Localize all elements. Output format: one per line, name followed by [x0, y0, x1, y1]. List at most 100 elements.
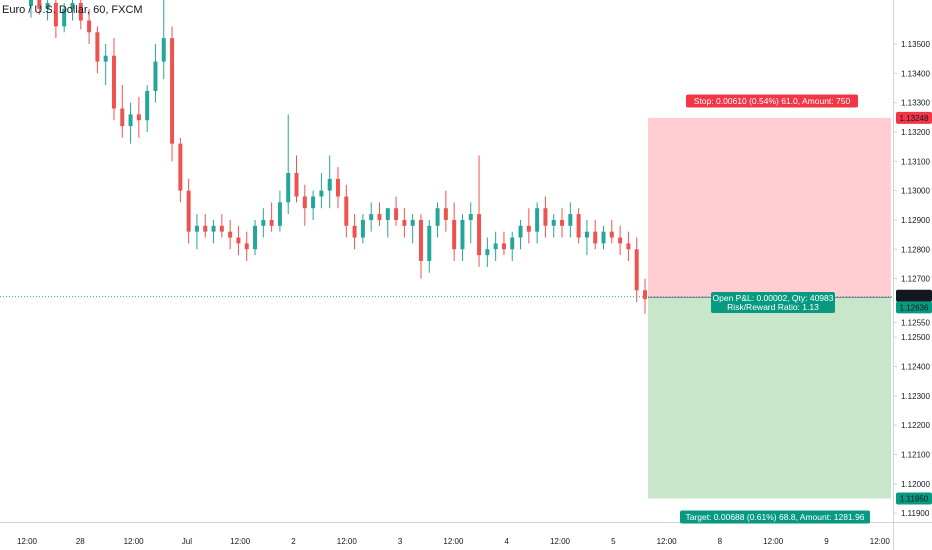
candle-body	[153, 61, 158, 91]
chart-title: Euro / U.S. Dollar, 60, FXCM	[2, 4, 143, 16]
candle	[618, 225, 623, 256]
pnl-label-bg	[711, 292, 835, 313]
target-price-tag: 1.11950	[896, 492, 932, 505]
candle-body	[643, 290, 647, 300]
candle	[560, 208, 565, 238]
target-zone	[648, 297, 891, 499]
stop-price-tag: 1.13248	[896, 111, 932, 124]
candle-body	[535, 208, 540, 232]
candle-body	[136, 114, 141, 121]
candle	[460, 214, 465, 261]
y-tick-label: 1.12700	[901, 275, 930, 284]
candle	[468, 202, 473, 244]
y-tick-label: 1.12100	[901, 451, 930, 460]
x-tick-label: 28	[76, 537, 85, 546]
candle	[120, 85, 125, 138]
candle-body	[427, 225, 432, 261]
candle	[70, 0, 75, 21]
candle-body	[560, 219, 565, 226]
candle	[385, 208, 390, 238]
candle-body	[78, 2, 83, 21]
candle	[219, 214, 224, 238]
y-tick-label: 1.12900	[901, 216, 930, 225]
candle-body	[452, 219, 457, 250]
stop-price-tag-text: 1.13248	[900, 114, 929, 123]
candle	[634, 237, 639, 303]
candle	[435, 202, 440, 238]
entry-price-tag-text: 1.12636	[900, 303, 929, 312]
y-tick: 1.12800	[893, 245, 930, 254]
x-tick-label: 12:00	[443, 537, 464, 546]
y-tick: 1.11900	[893, 509, 930, 518]
target-label: Target: 0.00688 (0.61%) 68.8, Amount: 12…	[680, 510, 870, 524]
candle	[311, 190, 316, 220]
y-tick-label: 1.12200	[901, 421, 930, 430]
candle-body	[584, 231, 589, 238]
candle	[402, 208, 407, 238]
candle-body	[161, 38, 166, 62]
candle-body	[601, 231, 606, 244]
candle	[153, 43, 158, 103]
candle	[170, 26, 175, 162]
candle-body	[269, 219, 274, 226]
candle-body	[510, 237, 515, 250]
candle	[518, 219, 523, 250]
candle-body	[551, 219, 556, 226]
x-tick-label: 12:00	[337, 537, 358, 546]
candle	[128, 102, 133, 144]
candle-body	[435, 208, 440, 226]
candle	[576, 208, 581, 244]
candle	[344, 184, 349, 238]
candle-body	[70, 2, 75, 9]
candle	[211, 219, 216, 244]
candle	[29, 0, 33, 18]
candle	[111, 38, 116, 121]
entry-price-tag: 1.12636	[896, 301, 932, 314]
candle-body	[219, 225, 224, 232]
y-tick: 1.12700	[893, 275, 930, 284]
candle	[302, 184, 307, 226]
candle	[277, 190, 282, 232]
x-tick-label: 12:00	[550, 537, 571, 546]
candle-body	[468, 214, 473, 220]
candle-body	[626, 243, 631, 250]
y-tick-label: 1.12000	[901, 480, 930, 489]
candle-body	[194, 225, 199, 232]
y-tick-label: 1.13300	[901, 99, 930, 108]
candle	[485, 237, 490, 267]
candle-body	[352, 225, 357, 238]
candle-body	[45, 2, 50, 9]
candle	[584, 219, 589, 256]
candle-body	[618, 237, 623, 244]
candle	[103, 43, 108, 86]
candle-body	[186, 190, 191, 232]
candle	[360, 214, 365, 244]
candle-body	[518, 225, 523, 238]
y-tick-label: 1.12550	[901, 319, 930, 328]
candle-body	[103, 55, 108, 62]
candle	[327, 155, 332, 209]
y-tick-label: 1.13100	[901, 157, 930, 166]
candle-body	[327, 178, 332, 191]
x-tick-label: 3	[398, 537, 403, 546]
candle-body	[410, 219, 415, 226]
candle	[369, 202, 374, 232]
candle	[203, 214, 208, 238]
candle	[551, 214, 556, 238]
candle-body	[360, 219, 365, 238]
candle	[294, 155, 299, 203]
candle	[145, 85, 150, 132]
candle-body	[120, 108, 125, 127]
candle-body	[369, 214, 374, 220]
y-tick-label: 1.13200	[901, 128, 930, 137]
y-tick-label: 1.13500	[901, 40, 930, 49]
candle	[410, 214, 415, 244]
candle-body	[311, 196, 316, 209]
candle	[45, 0, 50, 21]
pnl-label: Open P&L: 0.00002, Qty: 40983Risk/Reward…	[711, 292, 835, 313]
candle	[568, 202, 573, 238]
candle-body	[29, 0, 33, 6]
y-tick-label: 1.12400	[901, 363, 930, 372]
